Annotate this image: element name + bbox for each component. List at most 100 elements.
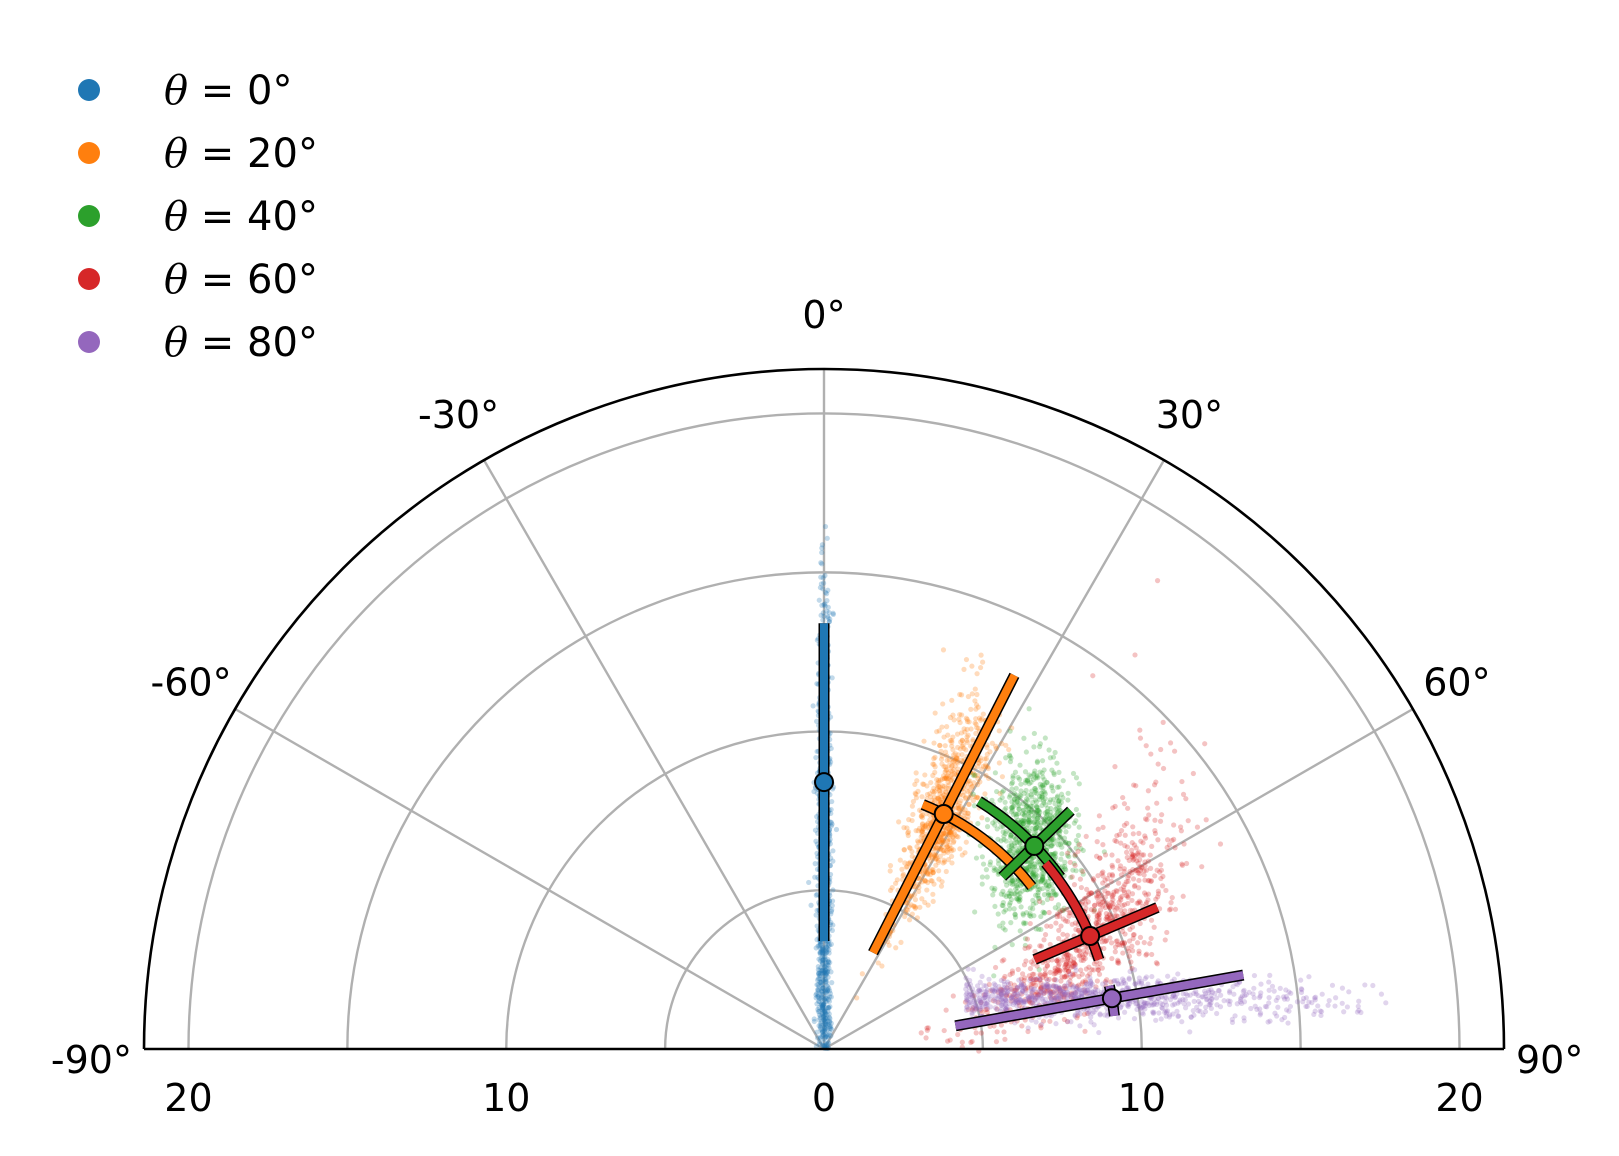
- scatter-point: [970, 797, 976, 804]
- scatter-point: [941, 847, 947, 854]
- scatter-point: [974, 725, 980, 731]
- scatter-point: [963, 986, 969, 992]
- scatter-point: [1059, 851, 1065, 857]
- scatter-point: [818, 941, 824, 947]
- scatter-point: [985, 764, 991, 770]
- scatter-point: [937, 797, 943, 803]
- scatter-point: [822, 589, 829, 596]
- scatter-point: [1073, 775, 1080, 781]
- scatter-point: [821, 1043, 827, 1049]
- scatter-point: [933, 862, 939, 868]
- scatter-point: [827, 959, 833, 966]
- scatter-point: [913, 795, 920, 801]
- scatter-point: [1001, 836, 1007, 843]
- scatter-point: [1159, 1005, 1165, 1011]
- scatter-point: [825, 941, 831, 947]
- scatter-point: [1012, 769, 1019, 775]
- scatter-point: [1155, 995, 1161, 1001]
- scatter-point: [828, 806, 834, 813]
- scatter-point: [1294, 999, 1301, 1005]
- scatter-point: [925, 871, 931, 877]
- scatter-point: [827, 994, 833, 1000]
- scatter-point: [935, 839, 941, 845]
- scatter-point: [822, 1026, 828, 1032]
- scatter-point: [815, 964, 821, 970]
- scatter-point: [1127, 968, 1133, 975]
- scatter-point: [1054, 958, 1060, 964]
- scatter-point: [823, 976, 829, 982]
- scatter-point: [1148, 751, 1154, 757]
- scatter-point: [1298, 989, 1305, 996]
- scatter-point: [1026, 772, 1032, 778]
- scatter-point: [1009, 786, 1015, 792]
- angle-grid-line: [822, 459, 1166, 1050]
- scatter-point: [915, 788, 921, 794]
- scatter-point: [944, 844, 950, 850]
- scatter-point: [1153, 779, 1159, 785]
- scatter-point: [998, 1006, 1005, 1013]
- scatter-point: [939, 836, 945, 842]
- scatter-point: [1073, 967, 1079, 973]
- scatter-point: [1054, 784, 1061, 790]
- scatter-point: [827, 990, 833, 997]
- scatter-point: [893, 880, 899, 886]
- scatter-point: [821, 1002, 827, 1008]
- scatter-point: [930, 867, 936, 873]
- scatter-point: [931, 790, 937, 796]
- scatter-point: [930, 870, 936, 876]
- scatter-point: [929, 788, 936, 794]
- scatter-point: [931, 785, 937, 791]
- scatter-point: [1204, 996, 1210, 1002]
- scatter-point: [1011, 906, 1017, 912]
- scatter-point: [973, 855, 980, 861]
- scatter-point: [1053, 977, 1059, 983]
- scatter-point: [1159, 883, 1166, 889]
- scatter-point: [828, 745, 834, 752]
- scatter-point: [922, 772, 928, 778]
- scatter-point: [949, 737, 955, 744]
- scatter-point: [1119, 976, 1126, 982]
- scatter-point: [1087, 975, 1093, 981]
- scatter-point: [927, 794, 934, 800]
- scatter-point: [1162, 937, 1168, 943]
- scatter-point: [1016, 806, 1022, 812]
- scatter-point: [826, 1011, 832, 1017]
- scatter-point: [952, 757, 958, 763]
- scatter-point: [821, 954, 827, 960]
- scatter-point: [972, 909, 978, 915]
- scatter-point: [1100, 824, 1106, 830]
- scatter-point: [817, 950, 823, 956]
- scatter-point: [1271, 988, 1277, 994]
- scatter-point: [815, 994, 821, 1000]
- scatter-point: [939, 776, 946, 782]
- scatter-point: [932, 754, 938, 760]
- scatter-point: [969, 1011, 975, 1017]
- scatter-point: [979, 881, 985, 887]
- scatter-point: [1168, 900, 1174, 906]
- scatter-point: [1164, 844, 1170, 851]
- scatter-point: [1045, 890, 1051, 896]
- scatter-point: [1306, 974, 1312, 980]
- scatter-point: [931, 881, 937, 887]
- scatter-point: [975, 775, 981, 782]
- scatter-point: [975, 988, 981, 994]
- scatter-point: [996, 728, 1002, 734]
- scatter-point: [939, 831, 946, 838]
- angle-grid-line: [482, 459, 826, 1050]
- scatter-point: [1040, 798, 1047, 804]
- scatter-point: [1036, 926, 1042, 932]
- scatter-point: [828, 823, 834, 829]
- scatter-point: [1183, 1005, 1189, 1011]
- scatter-point: [817, 972, 823, 979]
- scatter-point: [1325, 1002, 1331, 1008]
- scatter-point: [1058, 978, 1064, 984]
- scatter-point: [973, 794, 980, 801]
- scatter-point: [859, 971, 865, 977]
- scatter-point: [1180, 991, 1186, 997]
- scatter-point: [942, 749, 949, 755]
- scatter-point: [950, 712, 956, 718]
- scatter-point: [1171, 748, 1178, 754]
- scatter-point: [998, 977, 1004, 984]
- scatter-point: [825, 1040, 831, 1046]
- scatter-point: [825, 1040, 832, 1046]
